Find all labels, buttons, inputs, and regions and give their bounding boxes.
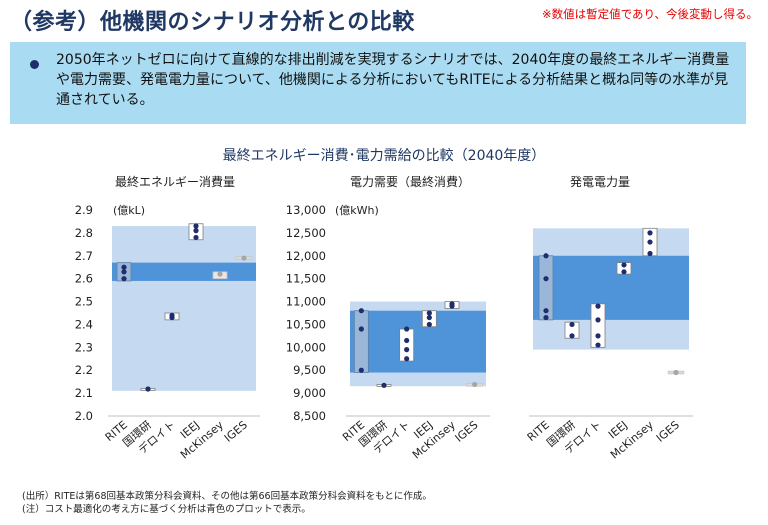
- range-box: [353, 310, 369, 373]
- panel-title: 最終エネルギー消費量: [115, 174, 235, 189]
- page-title: （参考）他機関のシナリオ分析との比較: [10, 10, 415, 35]
- unit-label: (億kWh): [335, 204, 379, 217]
- y-tick-label: 10,500: [286, 317, 326, 331]
- data-point: [358, 326, 364, 332]
- data-point: [358, 308, 364, 314]
- y-tick-label: 2.2: [75, 363, 93, 377]
- data-point: [404, 356, 410, 362]
- data-point: [193, 223, 199, 229]
- data-point: [121, 269, 127, 275]
- y-tick-label: 11,500: [286, 272, 326, 286]
- data-point: [647, 230, 653, 236]
- data-point: [595, 342, 601, 348]
- data-point: [404, 326, 410, 332]
- y-tick-label: 2.0: [75, 409, 93, 423]
- data-point: [426, 310, 432, 316]
- data-point: [169, 312, 175, 318]
- data-point: [569, 321, 575, 328]
- unit-label: (億kL): [113, 204, 145, 217]
- comparison-chart: 最終エネルギー消費･電力需給の比較（2040年度） 最終エネルギー消費量 (億kL…: [75, 148, 693, 462]
- provisional-note: ※数値は暫定値であり、今後変動し得る。: [541, 7, 758, 21]
- category-label: IGES: [222, 418, 250, 444]
- data-point: [404, 347, 410, 353]
- y-tick-label: 9,500: [293, 363, 326, 377]
- data-point: [145, 386, 151, 392]
- inner-band: [350, 310, 486, 373]
- y-tick-label: 2.3: [75, 340, 93, 354]
- data-point: [543, 314, 549, 321]
- y-tick-label: 8,500: [293, 409, 326, 423]
- panel-title: 電力需要（最終消費）: [350, 174, 470, 189]
- summary-box: 2050年ネットゼロに向けて直線的な排出削減を実現するシナリオでは、2040年度…: [10, 42, 746, 124]
- data-point: [217, 271, 223, 277]
- y-tick-label: 12,500: [286, 226, 326, 240]
- y-tick-label: 11,000: [286, 295, 326, 309]
- data-point: [595, 303, 601, 309]
- y-tick-label: 2.7: [75, 249, 93, 263]
- data-point: [358, 367, 364, 373]
- data-point: [543, 276, 549, 282]
- data-point: [647, 239, 653, 245]
- data-point: [595, 317, 601, 323]
- data-point: [543, 253, 549, 259]
- y-tick-label: 2.9: [75, 203, 93, 217]
- y-tick-label: 10,000: [286, 340, 326, 354]
- data-point: [673, 369, 679, 376]
- outer-band: [112, 226, 256, 391]
- data-point: [449, 301, 455, 307]
- data-point: [647, 250, 653, 257]
- data-point: [426, 321, 432, 328]
- panel-title: 発電電力量: [570, 175, 630, 189]
- data-point: [472, 381, 478, 388]
- category-label: IGES: [453, 418, 481, 444]
- y-tick-label: 13,000: [286, 203, 326, 217]
- footnote: (注）コスト最適化の考え方に基づく分析は青色のプロットで表示。: [22, 504, 311, 515]
- y-tick-label: 2.1: [75, 386, 93, 400]
- bullet-icon: [30, 60, 39, 69]
- data-point: [121, 264, 127, 270]
- data-point: [426, 314, 432, 321]
- data-point: [381, 382, 387, 388]
- y-tick-label: 12,000: [286, 249, 326, 263]
- range-box: [590, 303, 606, 348]
- chart-heading: 最終エネルギー消費･電力需給の比較（2040年度）: [223, 148, 546, 164]
- data-point: [121, 276, 127, 282]
- data-point: [404, 337, 410, 344]
- inner-band: [112, 262, 256, 281]
- y-tick-label: 9,000: [293, 386, 326, 400]
- data-point: [241, 255, 247, 261]
- y-tick-label: 2.4: [75, 317, 93, 331]
- data-point: [595, 333, 601, 339]
- y-tick-label: 2.5: [75, 295, 93, 309]
- data-point: [193, 228, 199, 234]
- data-point: [621, 262, 627, 268]
- data-point: [621, 269, 627, 275]
- category-label: IGES: [654, 418, 682, 444]
- data-point: [543, 308, 549, 314]
- data-point: [193, 234, 199, 241]
- summary-text: 2050年ネットゼロに向けて直線的な排出削減を実現するシナリオでは、2040年度…: [56, 52, 730, 108]
- y-tick-label: 2.6: [75, 272, 93, 286]
- inner-band: [533, 255, 689, 320]
- source-note: (出所）RITEは第68回基本政策分科会資料、その他は第66回基本政策分科会資料…: [22, 491, 432, 502]
- y-tick-label: 2.8: [75, 226, 93, 240]
- data-point: [569, 333, 575, 339]
